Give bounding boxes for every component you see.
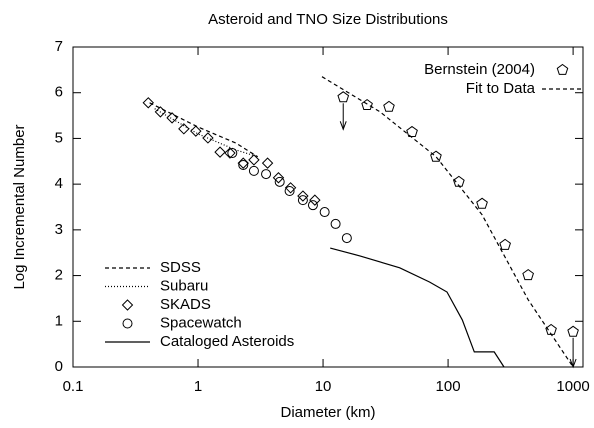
point — [272, 172, 285, 184]
point — [522, 268, 534, 281]
point — [237, 157, 249, 169]
legend-swatch — [122, 318, 133, 329]
legend-label: Subaru — [160, 277, 208, 294]
legend-swatch — [556, 63, 569, 75]
series-line — [154, 108, 258, 158]
y-tick-label: 5 — [55, 129, 63, 146]
x-tick-label: 0.1 — [63, 378, 84, 395]
point — [284, 186, 295, 196]
point — [238, 159, 249, 170]
y-tick-label: 3 — [55, 221, 63, 238]
x-axis-label: Diameter (km) — [280, 404, 375, 421]
arrow-head — [339, 121, 347, 131]
point — [227, 148, 238, 159]
point — [154, 106, 167, 118]
legend-label: SKADS — [160, 296, 211, 313]
y-tick-label: 4 — [55, 175, 63, 192]
point — [248, 154, 260, 166]
point — [142, 97, 154, 109]
legend-label: Cataloged Asteroids — [160, 333, 294, 350]
point — [190, 125, 202, 137]
point — [224, 147, 236, 159]
point — [309, 194, 321, 206]
series-line — [330, 247, 505, 368]
point — [214, 146, 226, 158]
point — [248, 165, 259, 176]
series-line — [321, 76, 574, 368]
point — [337, 91, 350, 103]
point — [284, 182, 297, 194]
x-tick-label: 1 — [194, 378, 202, 395]
point — [178, 123, 190, 135]
point — [261, 157, 274, 169]
x-tick-label: 1000 — [556, 378, 589, 395]
plot-frame — [72, 46, 584, 368]
point — [476, 197, 488, 209]
point — [341, 233, 352, 244]
point — [274, 176, 285, 187]
point — [499, 238, 511, 250]
point — [406, 125, 418, 137]
y-axis-label: Log Incremental Number — [11, 124, 28, 289]
point — [383, 100, 395, 112]
point — [261, 169, 272, 180]
chart-title: Asteroid and TNO Size Distributions — [208, 11, 448, 28]
legend-label: Bernstein (2004) — [424, 61, 535, 78]
legend-label: SDSS — [160, 259, 201, 276]
point — [297, 195, 308, 206]
y-tick-label: 2 — [55, 267, 63, 284]
point — [297, 190, 309, 202]
y-tick-label: 0 — [55, 358, 63, 375]
point — [319, 207, 330, 218]
series-line — [149, 102, 259, 158]
y-tick-label: 7 — [55, 38, 63, 55]
point — [307, 200, 318, 211]
x-tick-label: 10 — [315, 378, 332, 395]
point — [330, 218, 341, 229]
point — [361, 98, 373, 110]
point — [430, 150, 442, 162]
legend-swatch — [121, 299, 134, 311]
arrow-head — [569, 358, 577, 369]
point — [166, 112, 178, 124]
y-tick-label: 6 — [55, 84, 63, 101]
point — [567, 325, 579, 337]
y-tick-label: 1 — [55, 312, 63, 329]
legend-label: Spacewatch — [160, 314, 242, 331]
point — [202, 132, 214, 144]
x-tick-label: 100 — [436, 378, 461, 395]
legend-label: Fit to Data — [466, 80, 536, 97]
